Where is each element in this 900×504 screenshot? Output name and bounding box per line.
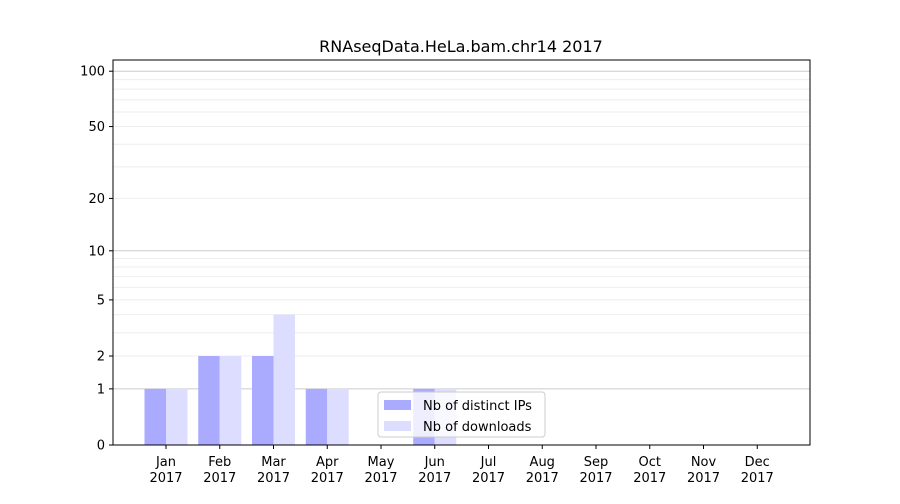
x-tick-label-month: Feb <box>208 455 231 470</box>
y-tick-label: 2 <box>97 350 105 365</box>
legend-swatch <box>384 400 411 410</box>
x-tick-label-year: 2017 <box>364 471 397 486</box>
legend-swatch <box>384 421 411 431</box>
x-tick-label-month: Oct <box>639 455 661 470</box>
y-tick-label: 50 <box>88 120 105 135</box>
y-tick-label: 5 <box>97 293 105 308</box>
x-tick-label-year: 2017 <box>203 471 236 486</box>
x-tick-label-year: 2017 <box>257 471 290 486</box>
x-tick-label-month: Nov <box>691 455 717 470</box>
x-tick-label-year: 2017 <box>687 471 720 486</box>
x-tick-label-year: 2017 <box>311 471 344 486</box>
x-tick-label-month: May <box>368 455 395 470</box>
bar-downloads <box>327 388 349 445</box>
x-tick-label-month: Jan <box>155 455 176 470</box>
legend: Nb of distinct IPs Nb of downloads <box>377 391 546 438</box>
bar-downloads <box>219 356 242 445</box>
y-tick-label: 100 <box>80 65 105 80</box>
x-tick-label-year: 2017 <box>149 471 182 486</box>
x-tick-label-year: 2017 <box>579 471 612 486</box>
x-tick-label-year: 2017 <box>633 471 666 486</box>
legend-label: Nb of downloads <box>423 420 532 435</box>
bar-downloads <box>166 388 188 445</box>
chart-title: RNAseqData.HeLa.bam.chr14 2017 <box>319 37 603 56</box>
bar-distinct-ips <box>198 356 220 445</box>
y-tick-label: 20 <box>88 192 105 207</box>
x-tick-label-month: Aug <box>530 455 555 470</box>
x-tick-label-month: Jul <box>480 455 497 470</box>
x-tick-label-month: Mar <box>261 455 286 470</box>
x-tick-label-year: 2017 <box>526 471 559 486</box>
y-tick-label: 1 <box>97 382 105 397</box>
x-tick-label-year: 2017 <box>741 471 774 486</box>
plot-frame <box>112 59 811 446</box>
x-tick-label-year: 2017 <box>418 471 451 486</box>
y-tick-label: 10 <box>88 244 105 259</box>
bar-distinct-ips <box>305 388 328 445</box>
x-tick-label-month: Apr <box>316 455 339 470</box>
bar-downloads <box>273 314 295 445</box>
legend-label: Nb of distinct IPs <box>423 399 532 414</box>
bar-distinct-ips <box>252 356 274 445</box>
x-tick-label-month: Sep <box>584 455 609 470</box>
y-tick-label: 0 <box>97 439 105 454</box>
bar-distinct-ips <box>144 388 166 445</box>
x-tick-label-month: Dec <box>745 455 770 470</box>
x-tick-label-month: Jun <box>424 455 445 470</box>
x-tick-label-year: 2017 <box>472 471 505 486</box>
legend-box <box>377 391 546 438</box>
